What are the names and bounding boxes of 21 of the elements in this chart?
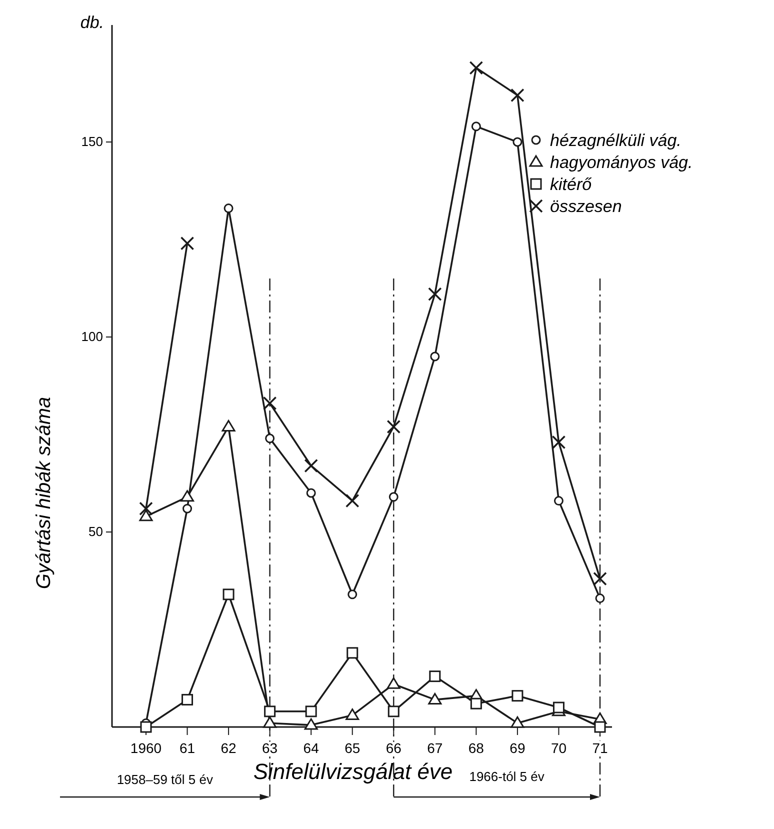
x-tick-label: 68: [468, 740, 484, 756]
y-tick-label: 50: [88, 524, 103, 540]
x-tick-label: 69: [510, 740, 526, 756]
text: 1958–59 től 5 év: [116, 772, 214, 787]
x-tick-label: 64: [303, 740, 320, 756]
x-axis-title: Sinfelülvizsgálat éve: [253, 759, 453, 784]
y-axis-title: Gyártási hibák száma: [33, 396, 55, 590]
x-tick-label: 62: [220, 740, 237, 756]
text: db.: [80, 13, 104, 32]
text: 1966-tól 5 év: [469, 769, 545, 784]
y-tick-label: 150: [81, 134, 103, 150]
x-tick-label: 65: [344, 740, 360, 756]
legend-label: összesen: [550, 196, 622, 216]
x-tick-label: 67: [427, 740, 443, 756]
x-tick-label: 1960: [130, 740, 162, 756]
legend-label: kitérő: [550, 174, 592, 194]
x-tick-label: 61: [179, 740, 196, 756]
legend-label: hézagnélküli vág.: [550, 130, 682, 150]
legend-label: hagyományos vág.: [550, 152, 693, 172]
x-tick-label: 70: [550, 740, 567, 756]
y-tick-label: 100: [81, 329, 103, 344]
